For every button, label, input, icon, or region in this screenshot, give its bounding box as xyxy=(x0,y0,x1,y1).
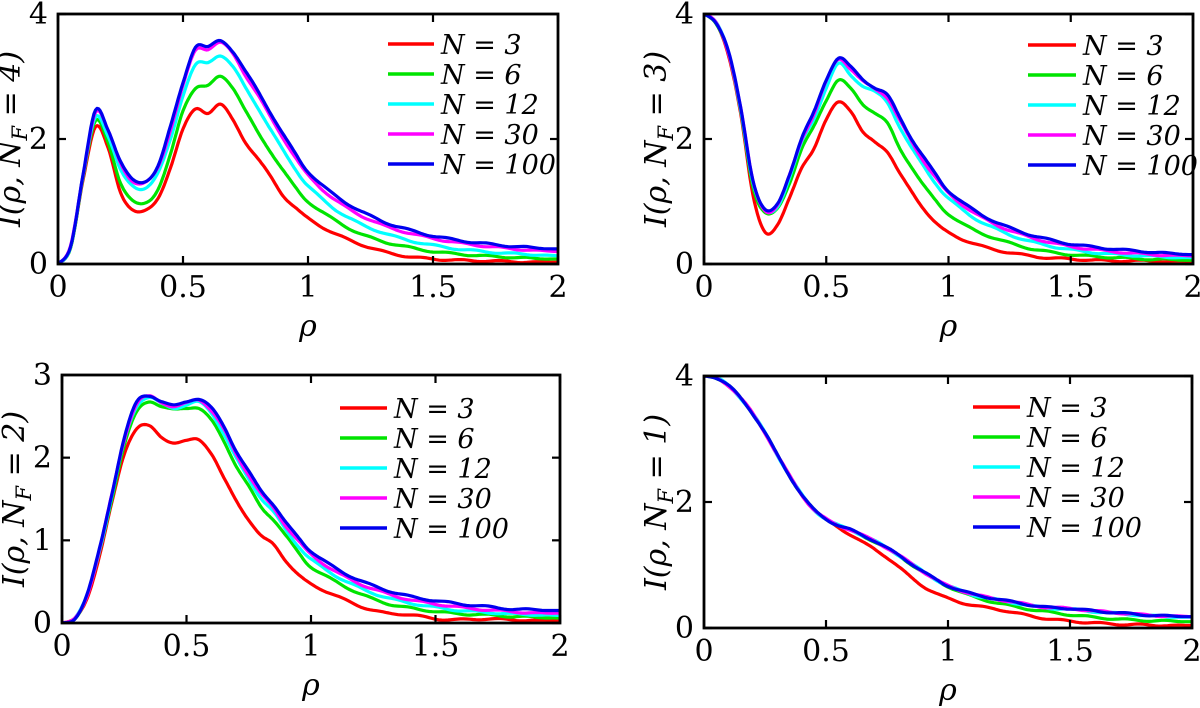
x-tick-label: 2 xyxy=(1183,270,1200,305)
y-tick-label: 2 xyxy=(675,485,694,520)
legend-label: N = 6 xyxy=(1026,423,1108,454)
legend-label: N = 6 xyxy=(440,60,522,91)
axis-ticks xyxy=(702,12,1195,266)
legend-label: N = 3 xyxy=(1082,31,1164,62)
x-axis-label: ρ xyxy=(938,673,957,708)
x-tick-label: 0.5 xyxy=(802,270,850,305)
x-tick-label: 1.5 xyxy=(409,270,457,305)
x-tick-label: 0.5 xyxy=(163,629,211,664)
legend-label: N = 12 xyxy=(1082,91,1181,122)
legend-label: N = 3 xyxy=(1026,393,1108,424)
y-tick-label: 4 xyxy=(675,0,694,32)
axis-ticks xyxy=(60,373,562,625)
x-tick-label: 1.5 xyxy=(1046,634,1094,669)
y-tick-label: 2 xyxy=(33,441,52,476)
x-tick-label: 2 xyxy=(550,629,569,664)
legend-label: N = 12 xyxy=(1026,453,1125,484)
y-axis-label: I(ρ, NF = 3) xyxy=(639,51,678,228)
x-axis-label: ρ xyxy=(939,309,958,344)
x-tick-label: 1.5 xyxy=(1047,270,1095,305)
legend: N = 3N = 6N = 12N = 30N = 100 xyxy=(973,393,1142,544)
y-axis-label: I(ρ, NF = 4) xyxy=(0,51,32,228)
y-tick-label: 0 xyxy=(29,247,48,282)
legend-label: N = 3 xyxy=(393,394,475,425)
x-tick-label: 0.5 xyxy=(159,270,207,305)
x-tick-label: 2 xyxy=(548,270,567,305)
x-tick-label: 2 xyxy=(1182,634,1200,669)
x-tick-label: 0 xyxy=(52,629,71,664)
x-tick-label: 0.5 xyxy=(802,634,850,669)
x-tick-label: 1 xyxy=(298,270,317,305)
legend-label: N = 6 xyxy=(393,424,475,455)
y-tick-label: 0 xyxy=(675,247,694,282)
y-axis-label: I(ρ, NF = 1) xyxy=(639,414,678,591)
series-line-N=100 xyxy=(62,394,560,623)
legend-label: N = 30 xyxy=(440,120,539,151)
legend-label: N = 100 xyxy=(440,150,556,181)
legend-label: N = 100 xyxy=(1082,151,1198,182)
y-tick-label: 4 xyxy=(29,0,48,32)
y-tick-label: 2 xyxy=(29,122,48,157)
y-tick-label: 2 xyxy=(675,122,694,157)
x-axis-label: ρ xyxy=(298,309,317,344)
y-tick-label: 0 xyxy=(675,611,694,646)
legend-label: N = 30 xyxy=(1082,121,1181,152)
series-line-N=12 xyxy=(58,54,558,264)
legend-label: N = 12 xyxy=(393,454,492,485)
legend: N = 3N = 6N = 12N = 30N = 100 xyxy=(388,30,556,181)
y-axis-label: I(ρ, NF = 2) xyxy=(0,411,36,588)
legend-label: N = 30 xyxy=(393,484,492,515)
y-tick-label: 1 xyxy=(33,523,52,558)
x-tick-label: 1 xyxy=(301,629,320,664)
series-line-N=100 xyxy=(704,376,1192,619)
y-tick-label: 0 xyxy=(33,606,52,641)
legend-label: N = 3 xyxy=(440,30,522,61)
y-tick-label: 4 xyxy=(675,359,694,394)
x-tick-label: 0 xyxy=(694,634,713,669)
x-tick-label: 1.5 xyxy=(412,629,460,664)
x-tick-label: 1 xyxy=(938,634,957,669)
axis-ticks xyxy=(56,12,560,266)
legend-label: N = 12 xyxy=(440,90,539,121)
series-line-N=100 xyxy=(58,38,558,264)
legend: N = 3N = 6N = 12N = 30N = 100 xyxy=(1028,31,1198,182)
legend: N = 3N = 6N = 12N = 30N = 100 xyxy=(340,394,509,545)
legend-label: N = 30 xyxy=(1026,483,1125,514)
x-axis-label: ρ xyxy=(301,668,320,703)
curves-group xyxy=(704,14,1193,264)
series-line-N=6 xyxy=(58,74,558,264)
y-tick-label: 3 xyxy=(33,358,52,393)
legend-label: N = 100 xyxy=(393,514,509,545)
series-line-N=100 xyxy=(704,14,1193,257)
x-tick-label: 0 xyxy=(694,270,713,305)
legend-label: N = 6 xyxy=(1082,61,1164,92)
legend-label: N = 100 xyxy=(1026,513,1142,544)
axis-ticks xyxy=(702,374,1194,630)
x-tick-label: 0 xyxy=(48,270,67,305)
x-tick-label: 1 xyxy=(939,270,958,305)
